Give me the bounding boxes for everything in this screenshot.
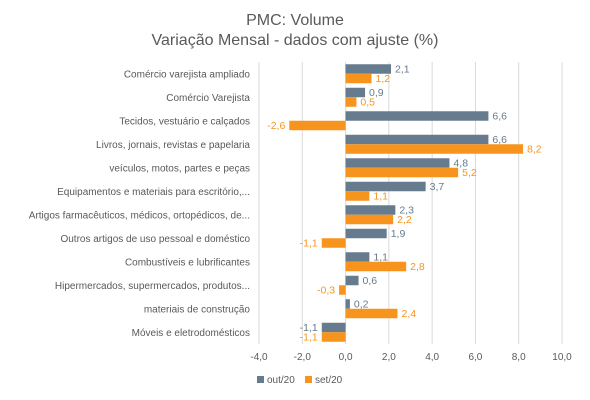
x-tick-label-2: 0,0 — [339, 352, 353, 363]
bar-out-20-0 — [345, 64, 392, 74]
data-label-out-20-0: 2,1 — [395, 64, 410, 76]
category-label-0: Comércio varejista ampliado — [124, 69, 251, 80]
x-tick-label-6: 8,0 — [512, 352, 526, 363]
data-label-out-20-11: -1,1 — [300, 322, 318, 334]
category-label-8: Combustíveis e lubrificantes — [125, 257, 250, 268]
bar-set-20-5 — [345, 191, 370, 201]
bar-out-20-2 — [345, 111, 489, 121]
x-tick-label-0: -4,0 — [250, 352, 268, 363]
chart-title: PMC: Volume — [246, 12, 344, 29]
bar-out-20-8 — [345, 252, 370, 262]
category-label-10: materiais de construção — [144, 304, 251, 315]
category-label-6: Artigos farmacêuticos, médicos, ortopédi… — [29, 210, 250, 221]
bar-set-20-1 — [345, 97, 357, 107]
legend-label-set-20: set/20 — [315, 375, 343, 386]
x-tick-label-7: 10,0 — [552, 352, 572, 363]
bar-set-20-4 — [345, 167, 459, 178]
x-tick-label-1: -2,0 — [294, 352, 312, 363]
data-label-out-20-5: 3,7 — [430, 181, 445, 193]
bar-out-20-4 — [345, 158, 450, 168]
bar-out-20-6 — [345, 205, 396, 215]
data-label-set-20-11: -1,1 — [300, 332, 318, 344]
bar-set-20-10 — [345, 308, 398, 319]
data-label-set-20-0: 1,2 — [376, 73, 391, 85]
data-label-out-20-6: 2,3 — [399, 205, 414, 217]
data-label-set-20-6: 2,2 — [397, 214, 412, 226]
data-label-out-20-10: 0,2 — [354, 299, 369, 311]
data-label-set-20-10: 2,4 — [402, 308, 417, 320]
bar-out-20-3 — [345, 134, 489, 145]
legend-swatch-out-20 — [257, 376, 264, 383]
x-tick-label-5: 6,0 — [468, 352, 482, 363]
chart-subtitle: Variação Mensal - dados com ajuste (%) — [151, 32, 439, 49]
bar-out-20-11 — [321, 322, 346, 333]
bar-set-20-0 — [345, 73, 372, 84]
data-label-out-20-1: 0,9 — [369, 87, 384, 99]
category-label-2: Tecidos, vestuário e calçados — [119, 116, 250, 127]
data-label-out-20-3: 6,6 — [492, 134, 507, 146]
legend-label-out-20: out/20 — [267, 375, 295, 386]
data-label-out-20-4: 4,8 — [453, 158, 468, 170]
data-label-set-20-4: 5,2 — [462, 167, 477, 179]
bar-set-20-11 — [321, 332, 346, 342]
category-label-5: Equipamentos e materiais para escritório… — [57, 187, 250, 198]
category-label-1: Comércio Varejista — [166, 93, 250, 104]
data-label-out-20-2: 6,6 — [492, 111, 507, 123]
bar-set-20-2 — [289, 120, 346, 131]
bar-out-20-5 — [345, 181, 426, 192]
bar-set-20-3 — [345, 144, 524, 154]
category-label-11: Móveis e eletrodomésticos — [132, 328, 250, 339]
x-tick-label-4: 4,0 — [425, 352, 439, 363]
legend-swatch-set-20 — [305, 376, 312, 383]
data-label-set-20-1: 0,5 — [360, 97, 375, 109]
category-label-9: Hipermercados, supermercados, produtos..… — [55, 281, 250, 292]
data-label-out-20-8: 1,1 — [373, 252, 388, 264]
data-label-out-20-9: 0,6 — [363, 275, 378, 287]
data-label-out-20-7: 1,9 — [391, 228, 406, 240]
bar-out-20-10 — [345, 299, 350, 309]
category-label-7: Outros artigos de uso pessoal e doméstic… — [60, 234, 250, 245]
bar-out-20-1 — [345, 87, 366, 98]
data-label-set-20-9: -0,3 — [317, 285, 335, 297]
bar-set-20-6 — [345, 214, 394, 225]
bar-set-20-8 — [345, 261, 407, 272]
data-label-set-20-3: 8,2 — [527, 144, 542, 156]
data-label-set-20-8: 2,8 — [410, 261, 425, 273]
bar-out-20-7 — [345, 228, 387, 239]
x-tick-label-3: 2,0 — [382, 352, 396, 363]
bar-set-20-9 — [339, 285, 346, 295]
category-label-3: Livros, jornais, revistas e papelaria — [96, 140, 250, 151]
bar-out-20-9 — [345, 275, 359, 286]
data-label-set-20-7: -1,1 — [300, 238, 318, 250]
data-label-set-20-2: -2,6 — [267, 120, 285, 132]
data-label-set-20-5: 1,1 — [373, 191, 388, 203]
category-label-4: veículos, motos, partes e peças — [109, 163, 250, 174]
bar-set-20-7 — [321, 238, 346, 248]
